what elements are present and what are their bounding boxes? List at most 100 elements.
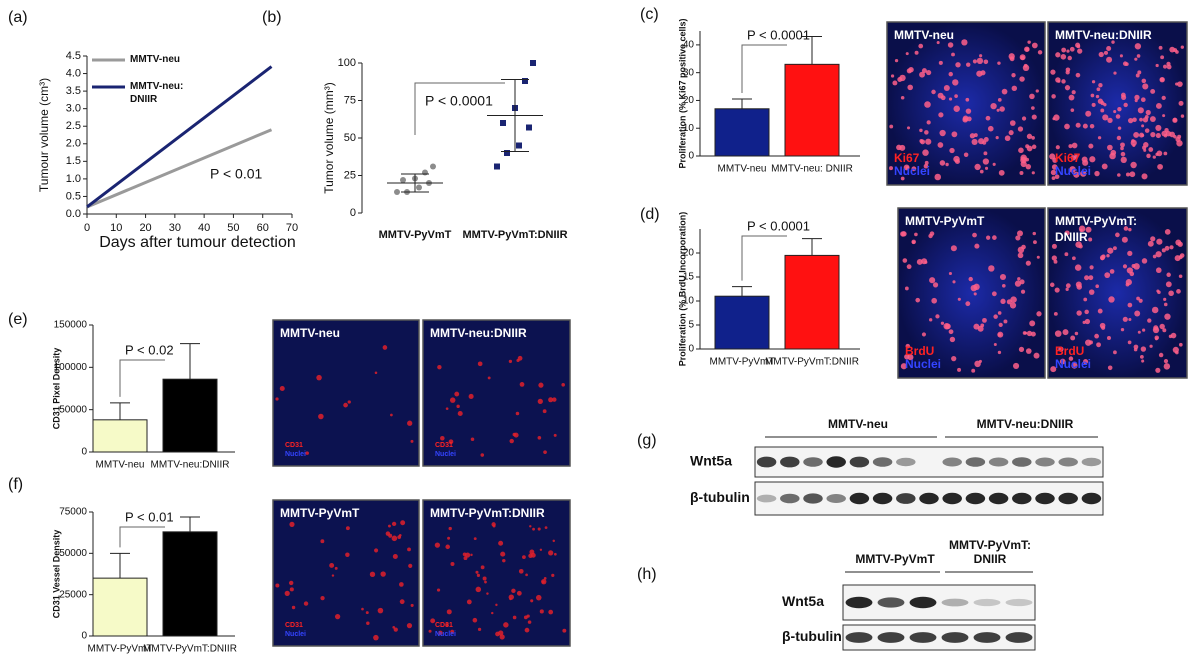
stained-cell	[993, 343, 997, 347]
stained-cell	[1147, 318, 1152, 323]
stained-cell	[1026, 133, 1033, 139]
stained-cell	[454, 391, 460, 397]
micrograph-title: MMTV-PyVmT	[905, 214, 985, 228]
stained-cell	[456, 404, 460, 409]
stained-cell	[410, 439, 414, 443]
stained-cell	[1070, 108, 1075, 113]
stained-cell	[983, 151, 988, 156]
stained-cell	[1071, 362, 1078, 369]
stained-cell	[390, 413, 393, 417]
stained-cell	[974, 243, 980, 249]
stained-cell	[470, 553, 473, 557]
stained-cell	[992, 235, 997, 240]
stained-cell	[1174, 255, 1181, 262]
stained-cell	[1113, 71, 1117, 75]
error-bar	[732, 286, 752, 297]
panel-label: (f)	[8, 476, 23, 493]
stained-cell	[535, 594, 542, 601]
stained-cell	[400, 520, 406, 526]
stained-cell	[1163, 302, 1168, 307]
stained-cell	[1172, 346, 1179, 354]
stained-cell	[1054, 174, 1060, 180]
stained-cell	[1084, 275, 1090, 281]
stained-cell	[900, 176, 905, 181]
stained-cell	[1010, 296, 1017, 303]
stained-cell	[922, 149, 929, 156]
stained-cell	[484, 580, 487, 584]
stained-cell	[492, 524, 496, 528]
stained-cell	[388, 524, 391, 528]
stained-cell	[1094, 170, 1100, 177]
stained-cell	[976, 57, 984, 65]
significance-bracket	[119, 526, 165, 548]
stained-cell	[447, 536, 451, 540]
stained-cell	[918, 43, 924, 49]
stained-cell	[541, 580, 545, 584]
stained-cell	[978, 138, 985, 145]
stained-cell	[952, 280, 956, 284]
stained-cell	[1096, 342, 1101, 348]
band	[909, 632, 937, 643]
bar	[162, 531, 218, 637]
stained-cell	[1023, 63, 1028, 68]
band	[780, 456, 800, 468]
stained-cell	[552, 397, 557, 402]
stained-cell	[902, 258, 908, 263]
stained-cell	[1178, 342, 1183, 347]
stained-cell	[973, 133, 978, 138]
stained-cell	[1082, 159, 1089, 166]
band	[845, 632, 873, 643]
stained-cell	[929, 277, 936, 284]
stained-cell	[544, 526, 548, 530]
stained-cell	[477, 627, 482, 631]
stained-cell	[1015, 235, 1021, 241]
stained-cell	[1178, 100, 1184, 106]
stain-label: Ki67	[894, 151, 920, 165]
stained-cell	[889, 124, 894, 129]
stained-cell	[903, 164, 910, 171]
stained-cell	[997, 331, 1004, 338]
stained-cell	[1032, 231, 1037, 236]
stained-cell	[1051, 94, 1056, 99]
stained-cell	[1139, 354, 1144, 359]
y-tick-label: 10	[683, 296, 695, 307]
y-tick-label: 0	[688, 151, 694, 162]
stained-cell	[500, 551, 506, 557]
stained-cell	[949, 147, 955, 154]
stained-cell	[508, 359, 513, 364]
band	[941, 632, 969, 643]
stained-cell	[495, 631, 500, 637]
stained-cell	[1164, 313, 1171, 320]
stained-cell	[1179, 253, 1185, 258]
y-axis-title: CD31 Vessel Density	[51, 530, 61, 619]
line-series	[86, 65, 273, 209]
stained-cell	[1150, 236, 1156, 242]
stained-cell	[1000, 298, 1006, 304]
data-point	[500, 120, 506, 126]
stained-cell	[940, 321, 945, 325]
stained-cell	[1031, 42, 1038, 49]
stained-cell	[1061, 79, 1066, 84]
y-tick-label: 1.0	[66, 173, 81, 185]
stained-cell	[997, 311, 1002, 315]
x-tick-label: MMTV-PyVmT	[379, 229, 452, 241]
stained-cell	[1117, 126, 1122, 130]
stained-cell	[1123, 102, 1128, 108]
stained-cell	[1135, 73, 1140, 78]
stained-cell	[1077, 48, 1083, 54]
stained-cell	[954, 94, 958, 98]
blot-strip	[842, 624, 1036, 651]
stained-cell	[448, 526, 452, 531]
band	[1058, 492, 1078, 505]
stained-cell	[519, 382, 525, 387]
stained-cell	[1133, 344, 1139, 350]
micrograph-title: MMTV-PyVmT:	[1055, 214, 1137, 228]
stained-cell	[931, 297, 938, 304]
stained-cell	[1091, 102, 1096, 107]
stained-cell	[1120, 146, 1124, 151]
stained-cell	[1064, 230, 1070, 236]
stained-cell	[1152, 155, 1156, 159]
stained-cell	[542, 409, 547, 414]
stained-cell	[1141, 78, 1147, 84]
lane-group-label: DNIIR	[974, 552, 1007, 566]
